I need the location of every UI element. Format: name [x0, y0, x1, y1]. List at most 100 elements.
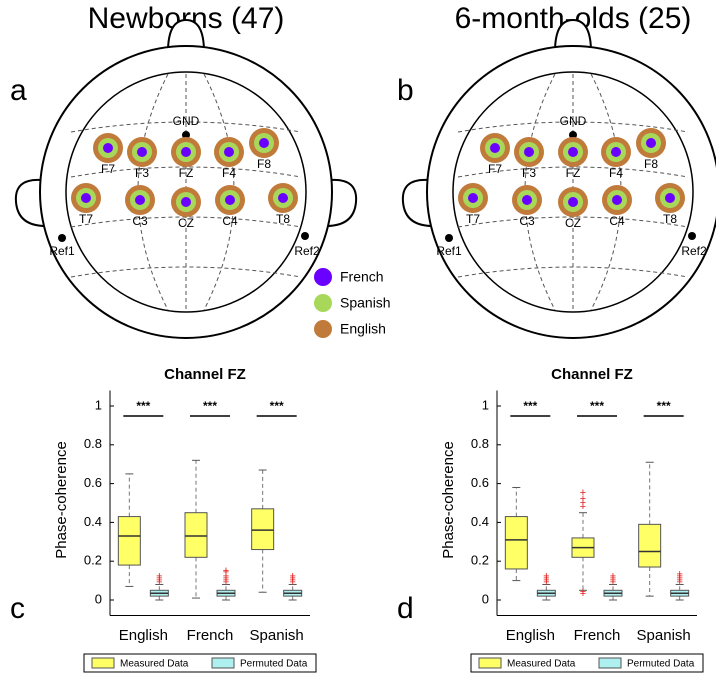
legend-marker: [314, 320, 332, 338]
legend-label: Measured Data: [507, 659, 576, 670]
box: [504, 516, 528, 570]
outlier: +: [610, 576, 616, 588]
x-tick-label: French: [187, 627, 234, 644]
y-tick-label: 1: [482, 397, 489, 412]
ref-dot: [445, 234, 453, 242]
outlier: +: [543, 575, 549, 587]
nose: [167, 18, 205, 53]
ear: [14, 178, 47, 227]
ref-label: Ref1: [49, 244, 75, 258]
grid-arc: [70, 121, 302, 133]
outlier: +: [289, 571, 295, 583]
outlier: +: [580, 493, 586, 505]
electrode-label: C3: [132, 214, 148, 228]
electrode-label: F4: [609, 166, 623, 180]
ref-label: Ref1: [436, 244, 462, 258]
outlier: +: [289, 573, 295, 585]
electrode-label: F7: [488, 162, 502, 176]
electrode-label: FZ: [566, 166, 581, 180]
ref-label: GND: [173, 114, 200, 128]
outlier: +: [676, 575, 682, 587]
electrode-label: F4: [222, 166, 236, 180]
electrode-label: FZ: [179, 166, 194, 180]
ref-label: Ref2: [681, 244, 707, 258]
y-tick-label: 0.6: [471, 475, 489, 490]
significance: ***: [136, 399, 150, 413]
electrode-label: T8: [663, 212, 677, 226]
legend-marker: [314, 268, 332, 286]
x-tick-label: Spanish: [250, 627, 304, 644]
electrode: [137, 147, 147, 157]
legend-label: Permuted Data: [627, 659, 695, 670]
significance: ***: [657, 399, 671, 413]
electrode: [103, 143, 113, 153]
ear: [401, 178, 434, 227]
outlier: +: [543, 576, 549, 588]
legend-swatch: [211, 657, 235, 669]
outlier: +: [223, 575, 229, 587]
ref-label: GND: [560, 114, 587, 128]
outlier: +: [610, 571, 616, 583]
electrode-label: C4: [222, 214, 238, 228]
electrode: [224, 147, 234, 157]
electrode: [568, 197, 578, 207]
outlier: +: [156, 573, 162, 585]
electrode: [81, 193, 91, 203]
y-tick-label: 0.6: [84, 475, 102, 490]
y-axis-label: Phase-coherence: [440, 441, 457, 559]
head-inner: [452, 71, 694, 313]
legend-label: Spanish: [340, 295, 391, 311]
x-tick-label: Spanish: [637, 627, 691, 644]
nose: [554, 18, 592, 53]
y-tick-label: 0.2: [471, 553, 489, 568]
outlier: +: [223, 573, 229, 585]
legend-swatch: [478, 657, 502, 669]
electrode: [259, 138, 269, 148]
significance: ***: [203, 399, 217, 413]
outlier: +: [580, 588, 586, 600]
outlier: +: [610, 573, 616, 585]
electrode-label: F3: [522, 166, 536, 180]
electrode: [646, 138, 656, 148]
box: [117, 516, 141, 566]
outlier: +: [289, 575, 295, 587]
outlier: +: [676, 573, 682, 585]
outlier: +: [543, 573, 549, 585]
outlier: +: [156, 575, 162, 587]
significance: ***: [523, 399, 537, 413]
box: [184, 512, 208, 558]
outlier: +: [676, 576, 682, 588]
legend-label: English: [340, 321, 386, 337]
y-tick-label: 0.2: [84, 553, 102, 568]
y-tick-label: 0.4: [471, 514, 489, 529]
x-tick-label: English: [506, 627, 555, 644]
significance: ***: [590, 399, 604, 413]
electrode: [225, 195, 235, 205]
x-tick-label: French: [574, 627, 621, 644]
electrode-label: T7: [466, 212, 480, 226]
head-inner: [65, 71, 307, 313]
y-tick-label: 0.4: [84, 514, 102, 529]
outlier: +: [543, 571, 549, 583]
legend-swatch: [598, 657, 622, 669]
y-tick-label: 1: [95, 397, 102, 412]
outlier: +: [676, 571, 682, 583]
outlier: +: [223, 576, 229, 588]
ref-dot: [569, 131, 577, 139]
electrode-label: F8: [644, 157, 658, 171]
ref-label: Ref2: [294, 244, 320, 258]
electrode-label: C3: [519, 214, 535, 228]
outlier: +: [580, 501, 586, 513]
outlier: +: [289, 576, 295, 588]
ref-dot: [182, 131, 190, 139]
legend-label: Measured Data: [120, 659, 189, 670]
legend-swatch: [91, 657, 115, 669]
chart-title: Channel FZ: [551, 366, 633, 383]
electrode-label: T7: [79, 212, 93, 226]
electrode: [524, 147, 534, 157]
electrode-label: T8: [276, 212, 290, 226]
legend-label: French: [340, 269, 384, 285]
grid-arc: [457, 121, 689, 133]
